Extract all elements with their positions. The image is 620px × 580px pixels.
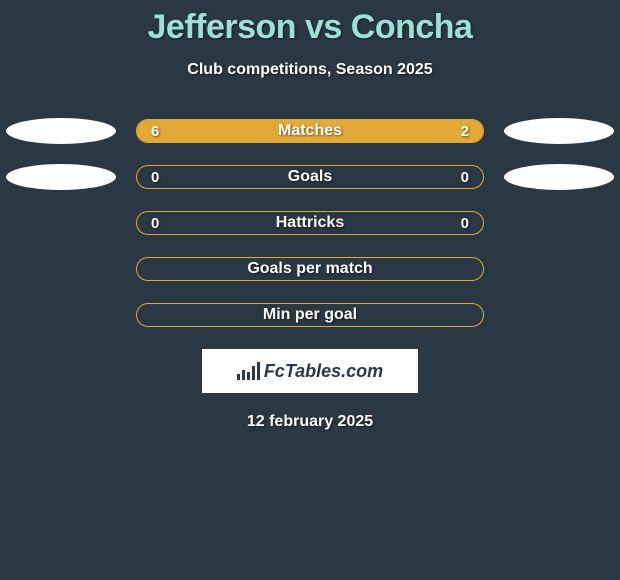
bar-value-right: 0 bbox=[461, 212, 469, 234]
subtitle: Club competitions, Season 2025 bbox=[0, 61, 620, 79]
chart-icon bbox=[237, 362, 260, 380]
bar-label: Matches bbox=[137, 120, 483, 142]
bar-label: Hattricks bbox=[137, 212, 483, 234]
stat-bar: 6Matches2 bbox=[136, 119, 484, 143]
stat-bar: Min per goal bbox=[136, 303, 484, 327]
comparison-infographic: Jefferson vs Concha Club competitions, S… bbox=[0, 0, 620, 431]
stat-rows: 6Matches20Goals00Hattricks0Goals per mat… bbox=[0, 119, 620, 327]
stat-bar: 0Hattricks0 bbox=[136, 211, 484, 235]
stat-row: Min per goal bbox=[0, 303, 620, 327]
logo-text: FcTables.com bbox=[264, 361, 383, 382]
stat-bar: Goals per match bbox=[136, 257, 484, 281]
stat-row: 0Goals0 bbox=[0, 165, 620, 189]
bar-value-right: 0 bbox=[461, 166, 469, 188]
player-left-ellipse bbox=[6, 164, 116, 190]
bar-label: Min per goal bbox=[137, 304, 483, 326]
stat-row: 6Matches2 bbox=[0, 119, 620, 143]
bar-label: Goals bbox=[137, 166, 483, 188]
page-title: Jefferson vs Concha bbox=[0, 8, 620, 47]
player-right-ellipse bbox=[504, 164, 614, 190]
bar-label: Goals per match bbox=[137, 258, 483, 280]
player-left-ellipse bbox=[6, 118, 116, 144]
player-right-ellipse bbox=[504, 118, 614, 144]
date-text: 12 february 2025 bbox=[0, 413, 620, 431]
stat-bar: 0Goals0 bbox=[136, 165, 484, 189]
logo-inner: FcTables.com bbox=[237, 361, 383, 382]
stat-row: Goals per match bbox=[0, 257, 620, 281]
stat-row: 0Hattricks0 bbox=[0, 211, 620, 235]
logo-box: FcTables.com bbox=[202, 349, 418, 393]
bar-value-right: 2 bbox=[461, 120, 469, 142]
